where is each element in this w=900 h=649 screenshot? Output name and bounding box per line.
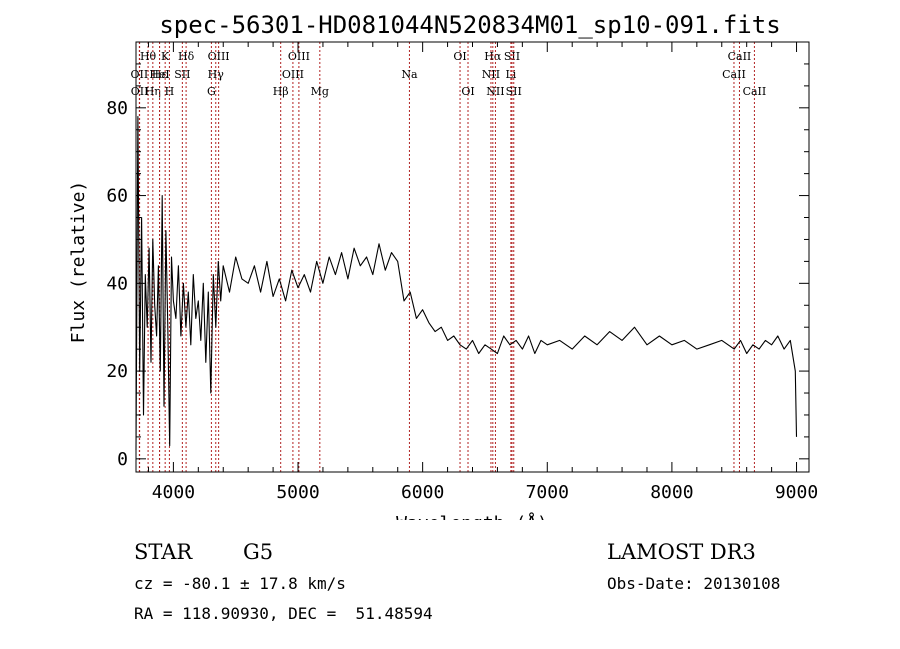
- x-tick-label: 8000: [650, 482, 693, 503]
- subclass: G5: [243, 540, 274, 564]
- x-tick-label: 9000: [775, 482, 818, 503]
- line-label: Hδ: [178, 50, 195, 63]
- redshift-value: cz = -80.1 ± 17.8 km/s: [134, 574, 346, 593]
- line-label: Mg: [311, 85, 329, 98]
- line-label: OIII: [282, 68, 304, 81]
- line-label: CaII: [722, 68, 746, 81]
- x-tick-label: 6000: [401, 482, 444, 503]
- chart-title: spec-56301-HD081044N520834M01_sp10-091.f…: [159, 11, 780, 39]
- plot-frame: [135, 41, 810, 473]
- x-axis: 4000 5000 6000 7000 8000 9000: [147, 42, 818, 503]
- line-label: Na: [401, 68, 418, 81]
- spectrum-line: [135, 116, 798, 451]
- y-tick-label: 20: [106, 361, 128, 382]
- survey-name: LAMOST DR3: [607, 540, 756, 564]
- object-class: STAR: [134, 540, 193, 564]
- x-axis-label: Wavelength (Å): [396, 512, 548, 520]
- line-label: SII: [174, 68, 190, 81]
- line-label: Li: [505, 68, 516, 81]
- line-label: NII: [482, 68, 500, 81]
- series-layer: [135, 116, 798, 451]
- line-label: SII: [504, 50, 520, 63]
- x-tick-label: 4000: [152, 482, 195, 503]
- obs-date: Obs-Date: 20130108: [607, 574, 781, 593]
- line-label: Hη: [145, 85, 161, 98]
- spectrum-chart: spec-56301-HD081044N520834M01_sp10-091.f…: [68, 11, 818, 520]
- line-label: K: [161, 50, 170, 63]
- y-tick-label: 40: [106, 273, 128, 294]
- line-label: OIII: [208, 50, 230, 63]
- y-tick-label: 0: [117, 449, 128, 470]
- y-tick-label: 80: [106, 98, 128, 119]
- line-label: CaII: [743, 85, 767, 98]
- line-label: Hγ: [208, 68, 225, 81]
- line-label: OIII: [288, 50, 310, 63]
- line-label: Hα: [484, 50, 502, 63]
- line-label: CaII: [728, 50, 752, 63]
- line-label: Hβ: [273, 85, 289, 98]
- line-label: OI: [461, 85, 474, 98]
- y-axis-label: Flux (relative): [68, 181, 89, 344]
- line-label: Hθ: [140, 50, 157, 63]
- line-label: SII: [506, 85, 522, 98]
- line-label: H: [165, 85, 175, 98]
- line-label: OII: [131, 85, 149, 98]
- x-tick-label: 7000: [526, 482, 569, 503]
- x-tick-label: 5000: [276, 482, 319, 503]
- line-label: G: [207, 85, 216, 98]
- line-label: HeI: [149, 68, 169, 81]
- line-label: OI: [453, 50, 466, 63]
- line-label: NII: [486, 85, 504, 98]
- y-axis: 0 20 40 60 80: [106, 63, 809, 470]
- y-tick-label: 60: [106, 186, 128, 207]
- coordinates: RA = 118.90930, DEC = 51.48594: [134, 604, 433, 623]
